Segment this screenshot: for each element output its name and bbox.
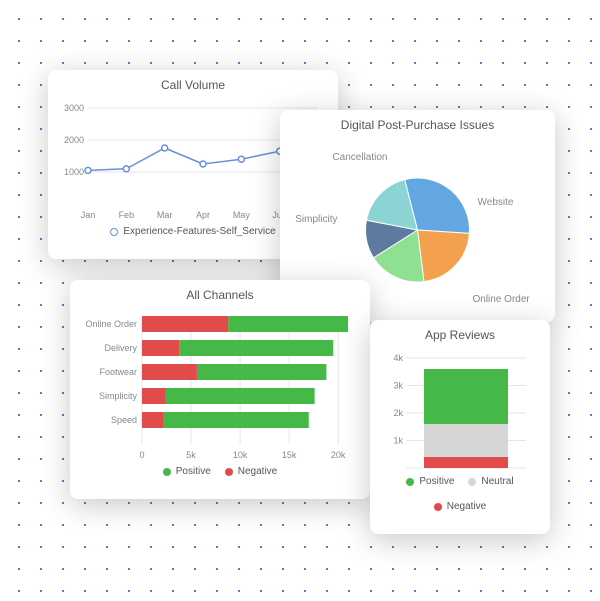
svg-text:Delivery: Delivery bbox=[104, 343, 137, 353]
legend-item: Negative bbox=[434, 501, 486, 512]
svg-text:2k: 2k bbox=[393, 408, 403, 418]
app-reviews-title: App Reviews bbox=[370, 320, 550, 342]
svg-text:Mar: Mar bbox=[157, 210, 173, 220]
legend-item: Negative bbox=[225, 466, 277, 477]
call-volume-title: Call Volume bbox=[48, 70, 338, 92]
app-reviews-stacked-chart: 1k 2k 3k 4k bbox=[382, 352, 538, 472]
svg-text:May: May bbox=[233, 210, 251, 220]
svg-text:Website: Website bbox=[478, 197, 514, 208]
svg-text:5k: 5k bbox=[186, 450, 196, 460]
svg-text:Cancellation: Cancellation bbox=[332, 152, 387, 163]
svg-text:Online Order: Online Order bbox=[473, 294, 531, 305]
svg-text:Speed: Speed bbox=[111, 415, 137, 425]
legend-item: Positive bbox=[406, 476, 454, 487]
svg-text:Footwear: Footwear bbox=[99, 367, 137, 377]
svg-text:3k: 3k bbox=[393, 381, 403, 391]
svg-text:1k: 1k bbox=[393, 436, 403, 446]
legend-item: Positive bbox=[163, 466, 211, 477]
all-channels-card: All Channels 0 5k 10k 15k 20k Online Order Del… bbox=[70, 280, 370, 499]
svg-text:3000: 3000 bbox=[64, 103, 84, 113]
svg-text:Online Order: Online Order bbox=[85, 319, 137, 329]
svg-text:15k: 15k bbox=[282, 450, 297, 460]
all-channels-bar-chart: 0 5k 10k 15k 20k Online Order Delivery Footwear… bbox=[82, 312, 358, 462]
svg-text:Simplicity: Simplicity bbox=[295, 214, 337, 225]
call-volume-legend-label: Experience-Features-Self_Service bbox=[123, 226, 275, 237]
legend-item: Neutral bbox=[468, 476, 513, 487]
call-volume-legend-item: Experience-Features-Self_Service bbox=[110, 226, 275, 237]
svg-text:2000: 2000 bbox=[64, 135, 84, 145]
svg-text:Apr: Apr bbox=[196, 210, 210, 220]
app-reviews-card: App Reviews 1k 2k 3k 4k Positive Neutral Nega… bbox=[370, 320, 550, 534]
svg-text:Feb: Feb bbox=[119, 210, 135, 220]
svg-text:0: 0 bbox=[139, 450, 144, 460]
svg-text:Simplicity: Simplicity bbox=[99, 391, 138, 401]
svg-text:10k: 10k bbox=[233, 450, 248, 460]
svg-text:Jan: Jan bbox=[81, 210, 96, 220]
svg-text:4k: 4k bbox=[393, 353, 403, 363]
all-channels-title: All Channels bbox=[70, 280, 370, 302]
legend-marker-icon bbox=[110, 228, 118, 236]
post-purchase-title: Digital Post-Purchase Issues bbox=[280, 110, 555, 132]
svg-text:20k: 20k bbox=[331, 450, 346, 460]
svg-text:1000: 1000 bbox=[64, 167, 84, 177]
